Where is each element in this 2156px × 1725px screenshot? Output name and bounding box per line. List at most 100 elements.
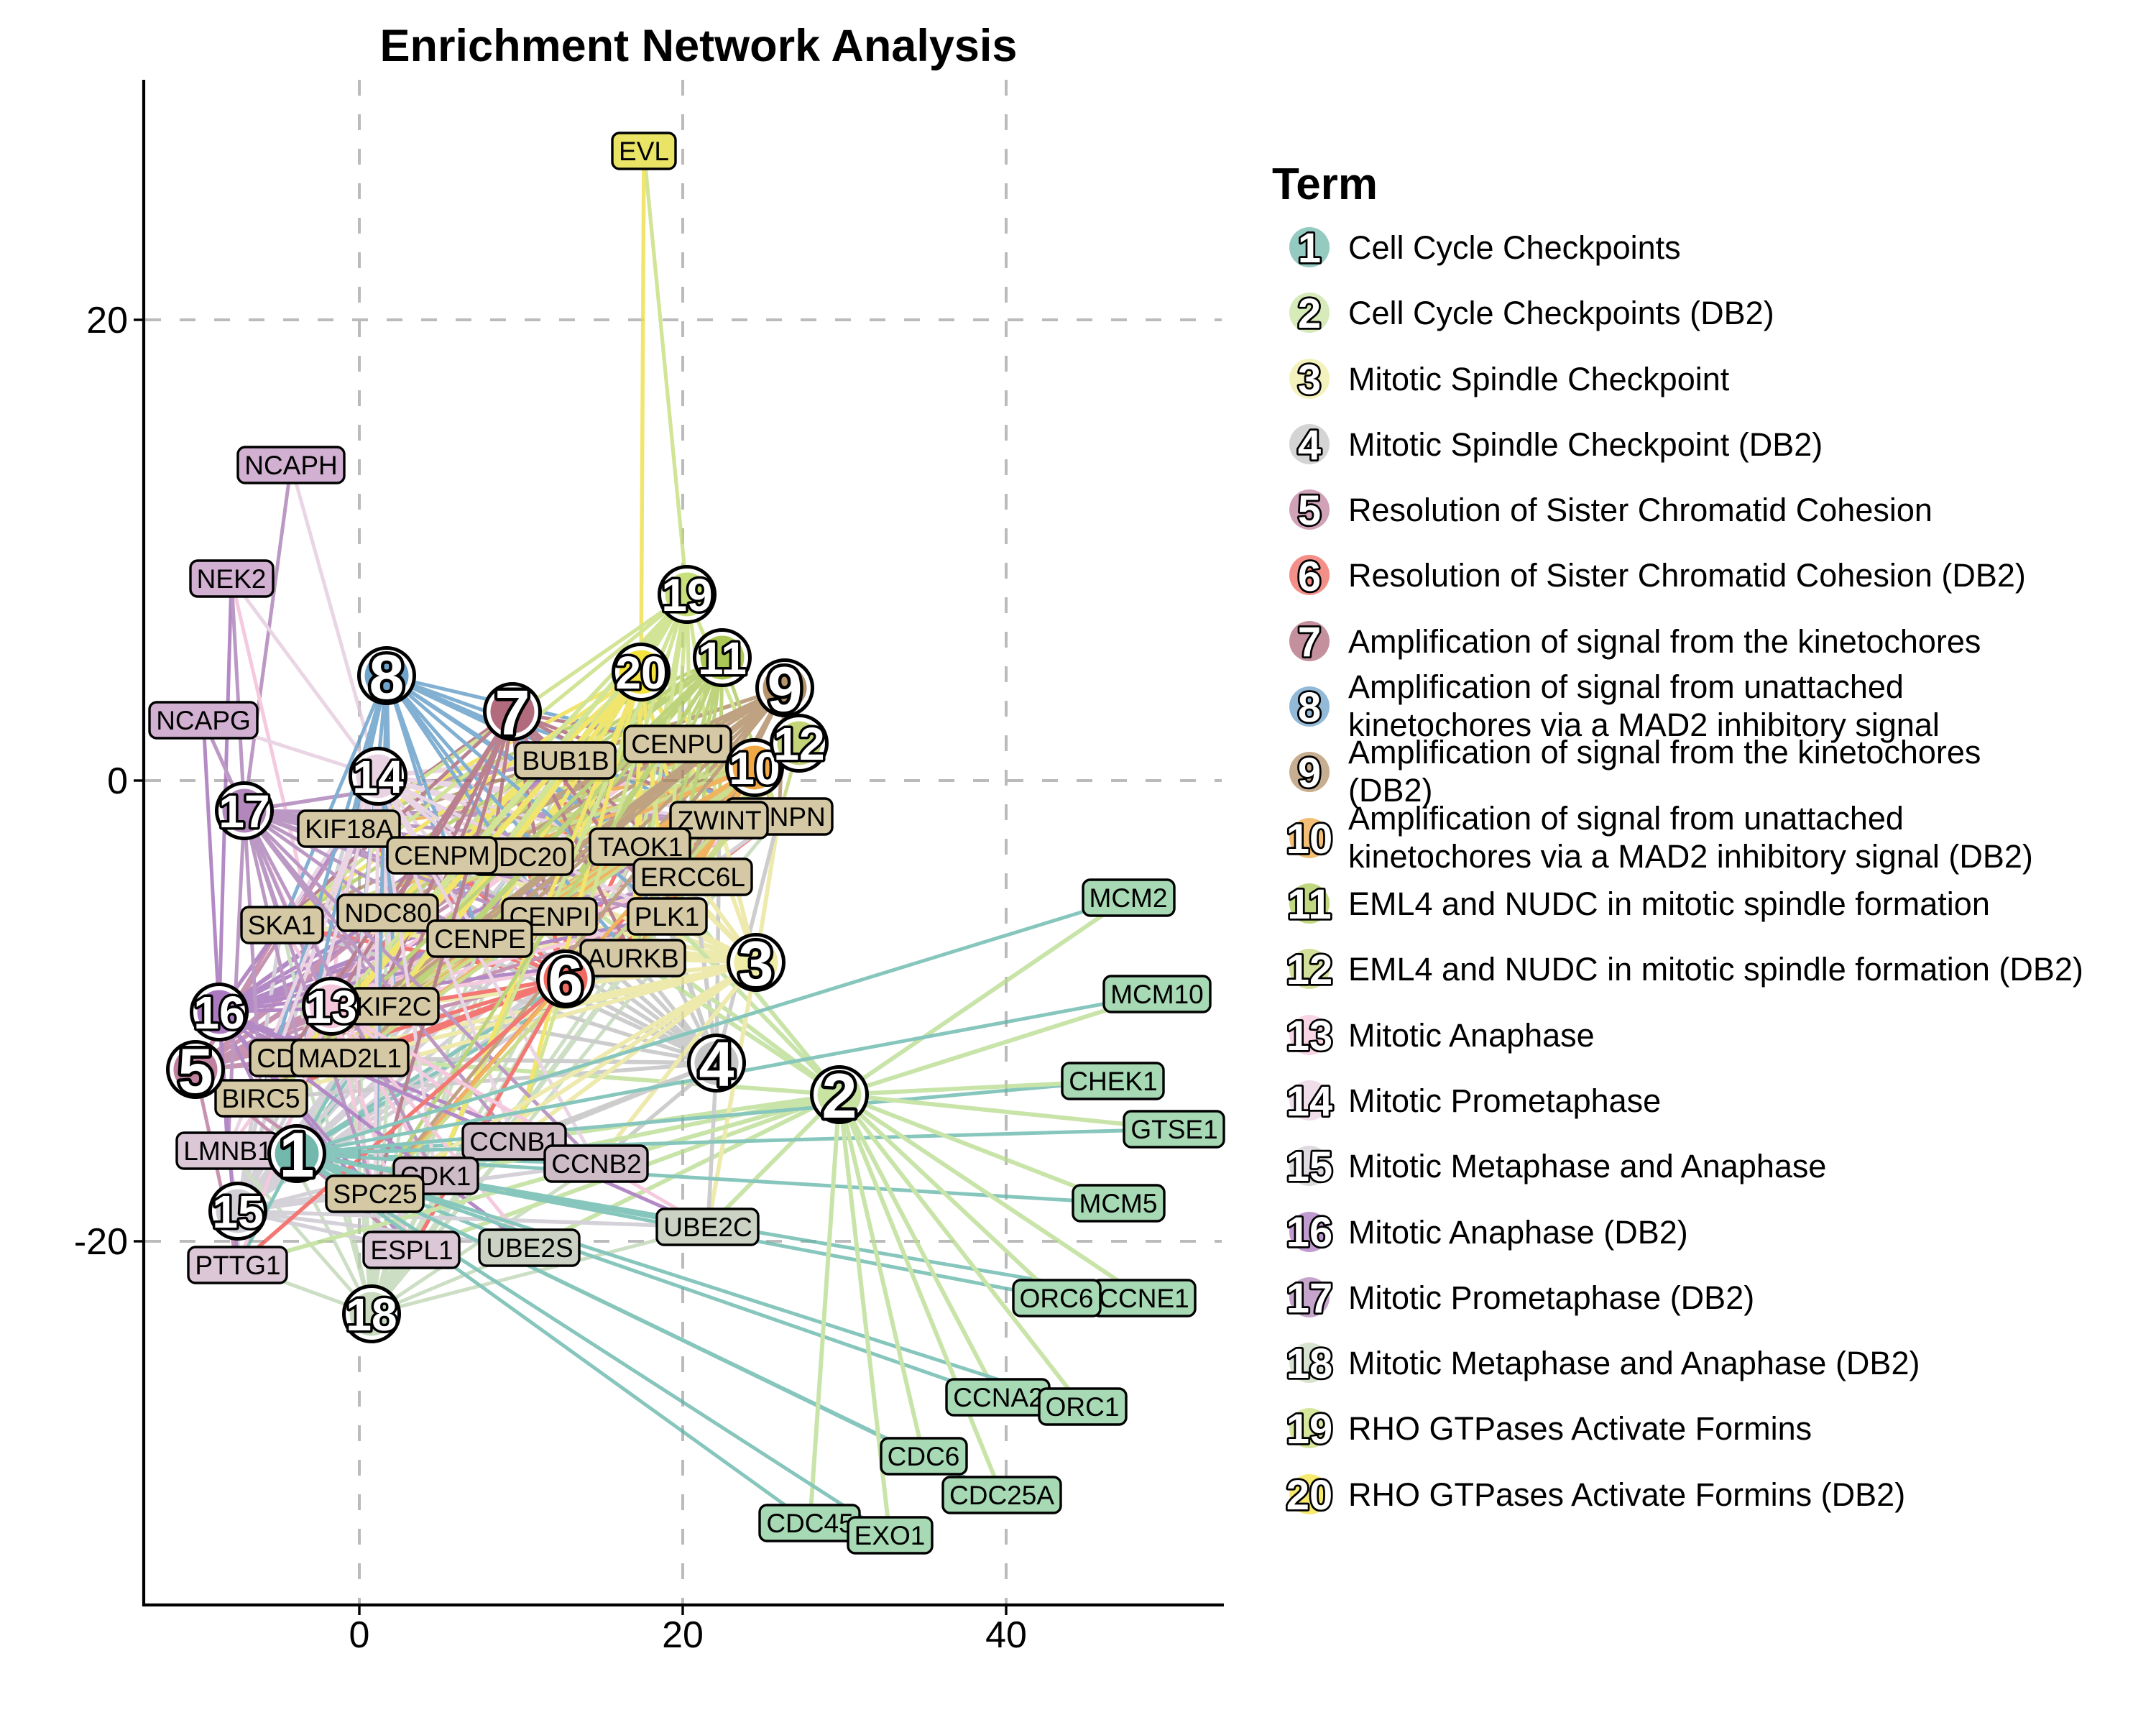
- svg-text:kinetochores via a MAD2 inhibi: kinetochores via a MAD2 inhibitory signa…: [1348, 707, 1940, 743]
- svg-text:CCNA2: CCNA2: [953, 1383, 1043, 1412]
- svg-text:Mitotic Spindle Checkpoint: Mitotic Spindle Checkpoint: [1348, 361, 1730, 397]
- svg-text:MCM10: MCM10: [1110, 980, 1204, 1009]
- svg-text:Resolution of Sister Chromatid: Resolution of Sister Chromatid Cohesion: [1348, 492, 1932, 528]
- svg-text:CCNE1: CCNE1: [1099, 1284, 1189, 1313]
- svg-text:Mitotic Anaphase: Mitotic Anaphase: [1348, 1017, 1595, 1054]
- svg-text:2: 2: [1298, 290, 1321, 337]
- svg-text:15: 15: [212, 1186, 263, 1238]
- svg-text:(DB2): (DB2): [1348, 772, 1433, 809]
- svg-text:18: 18: [1286, 1340, 1333, 1387]
- svg-text:7: 7: [495, 677, 530, 748]
- svg-text:ORC6: ORC6: [1020, 1284, 1094, 1313]
- svg-text:BUB1B: BUB1B: [522, 746, 609, 776]
- svg-text:Enrichment Network Analysis: Enrichment Network Analysis: [380, 21, 1018, 71]
- svg-text:17: 17: [1286, 1275, 1333, 1322]
- svg-text:RHO GTPases Activate Formins: RHO GTPases Activate Formins: [1348, 1410, 1812, 1447]
- svg-text:NDC80: NDC80: [344, 898, 431, 928]
- svg-text:13: 13: [1286, 1013, 1333, 1059]
- svg-text:Amplification of signal from t: Amplification of signal from the kinetoc…: [1348, 623, 1981, 660]
- svg-text:MAD2L1: MAD2L1: [298, 1044, 402, 1073]
- svg-text:EXO1: EXO1: [854, 1521, 926, 1550]
- svg-text:GTSE1: GTSE1: [1130, 1115, 1217, 1144]
- svg-text:EML4 and NUDC in mitotic spind: EML4 and NUDC in mitotic spindle formati…: [1348, 951, 2083, 988]
- svg-text:9: 9: [1298, 750, 1321, 796]
- svg-text:6: 6: [548, 944, 584, 1016]
- svg-text:19: 19: [1286, 1406, 1333, 1453]
- svg-text:0: 0: [349, 1614, 370, 1656]
- svg-text:17: 17: [218, 786, 270, 837]
- svg-text:NEK2: NEK2: [197, 564, 267, 594]
- svg-text:SPC25: SPC25: [333, 1179, 417, 1209]
- svg-text:LMNB1: LMNB1: [183, 1136, 272, 1166]
- svg-text:PLK1: PLK1: [635, 902, 700, 932]
- svg-text:9: 9: [768, 653, 803, 724]
- svg-text:4: 4: [699, 1029, 734, 1100]
- svg-text:AURKB: AURKB: [587, 944, 678, 973]
- svg-text:12: 12: [773, 718, 824, 770]
- svg-text:16: 16: [193, 987, 244, 1039]
- svg-text:7: 7: [1298, 619, 1321, 666]
- svg-text:2: 2: [822, 1060, 857, 1131]
- svg-text:CENPM: CENPM: [394, 841, 490, 870]
- svg-text:11: 11: [698, 632, 747, 684]
- svg-text:1: 1: [1298, 225, 1321, 272]
- svg-text:5: 5: [1298, 487, 1321, 534]
- svg-text:4: 4: [1298, 422, 1321, 469]
- svg-text:EML4 and NUDC in mitotic spind: EML4 and NUDC in mitotic spindle formati…: [1348, 886, 1990, 922]
- svg-text:12: 12: [1286, 947, 1333, 993]
- svg-text:Mitotic Metaphase and Anaphase: Mitotic Metaphase and Anaphase (DB2): [1348, 1345, 1920, 1381]
- svg-text:CENPE: CENPE: [434, 924, 525, 954]
- svg-text:MCM5: MCM5: [1079, 1189, 1158, 1218]
- svg-text:Mitotic Prometaphase: Mitotic Prometaphase: [1348, 1082, 1661, 1119]
- svg-text:Term: Term: [1272, 160, 1378, 209]
- svg-text:RHO GTPases Activate Formins (: RHO GTPases Activate Formins (DB2): [1348, 1476, 1905, 1513]
- svg-text:Mitotic Metaphase and Anaphase: Mitotic Metaphase and Anaphase: [1348, 1148, 1826, 1184]
- svg-text:20: 20: [615, 647, 666, 699]
- svg-text:CENPU: CENPU: [631, 730, 724, 759]
- svg-text:10: 10: [1286, 816, 1333, 862]
- svg-text:CDC45: CDC45: [766, 1509, 853, 1538]
- svg-text:ORC1: ORC1: [1046, 1392, 1120, 1422]
- svg-text:Cell Cycle Checkpoints (DB2): Cell Cycle Checkpoints (DB2): [1348, 295, 1774, 331]
- svg-text:Mitotic Prometaphase (DB2): Mitotic Prometaphase (DB2): [1348, 1279, 1754, 1316]
- svg-text:-20: -20: [74, 1221, 128, 1263]
- svg-text:8: 8: [1298, 684, 1321, 731]
- svg-text:Amplification of signal from u: Amplification of signal from unattached: [1348, 668, 1904, 705]
- svg-text:NCAPG: NCAPG: [156, 706, 251, 735]
- svg-text:ZWINT: ZWINT: [677, 806, 761, 835]
- svg-text:14: 14: [352, 751, 404, 803]
- svg-text:1: 1: [280, 1119, 315, 1190]
- svg-text:14: 14: [1286, 1078, 1333, 1125]
- svg-text:CCNB2: CCNB2: [551, 1149, 641, 1179]
- svg-text:Amplification of signal from t: Amplification of signal from the kinetoc…: [1348, 734, 1981, 770]
- svg-text:18: 18: [346, 1289, 397, 1340]
- svg-text:5: 5: [178, 1035, 213, 1106]
- svg-text:0: 0: [107, 760, 128, 802]
- svg-text:ESPL1: ESPL1: [370, 1236, 453, 1265]
- svg-text:3: 3: [739, 928, 774, 999]
- svg-text:19: 19: [661, 569, 712, 621]
- svg-text:13: 13: [305, 981, 356, 1033]
- svg-text:CDC6: CDC6: [888, 1442, 960, 1471]
- svg-text:CHEK1: CHEK1: [1069, 1067, 1157, 1096]
- svg-text:8: 8: [369, 641, 405, 712]
- svg-text:MCM2: MCM2: [1089, 883, 1168, 913]
- svg-text:ERCC6L: ERCC6L: [640, 862, 745, 892]
- svg-text:PTTG1: PTTG1: [195, 1251, 280, 1280]
- svg-text:Mitotic Anaphase (DB2): Mitotic Anaphase (DB2): [1348, 1214, 1688, 1251]
- svg-text:20: 20: [662, 1614, 704, 1656]
- svg-text:CDC25A: CDC25A: [949, 1481, 1054, 1510]
- svg-text:Resolution of Sister Chromatid: Resolution of Sister Chromatid Cohesion …: [1348, 557, 2026, 594]
- svg-text:UBE2S: UBE2S: [486, 1233, 573, 1263]
- svg-text:Amplification of signal from u: Amplification of signal from unattached: [1348, 800, 1904, 837]
- svg-text:EVL: EVL: [619, 137, 669, 166]
- svg-text:11: 11: [1287, 881, 1331, 928]
- svg-text:TAOK1: TAOK1: [598, 832, 683, 862]
- svg-text:16: 16: [1286, 1209, 1333, 1256]
- svg-text:20: 20: [1286, 1472, 1333, 1519]
- svg-text:6: 6: [1298, 553, 1321, 600]
- svg-text:3: 3: [1298, 356, 1321, 403]
- svg-text:Cell Cycle Checkpoints: Cell Cycle Checkpoints: [1348, 229, 1681, 266]
- svg-text:SKA1: SKA1: [248, 911, 316, 940]
- svg-text:BIRC5: BIRC5: [222, 1084, 300, 1113]
